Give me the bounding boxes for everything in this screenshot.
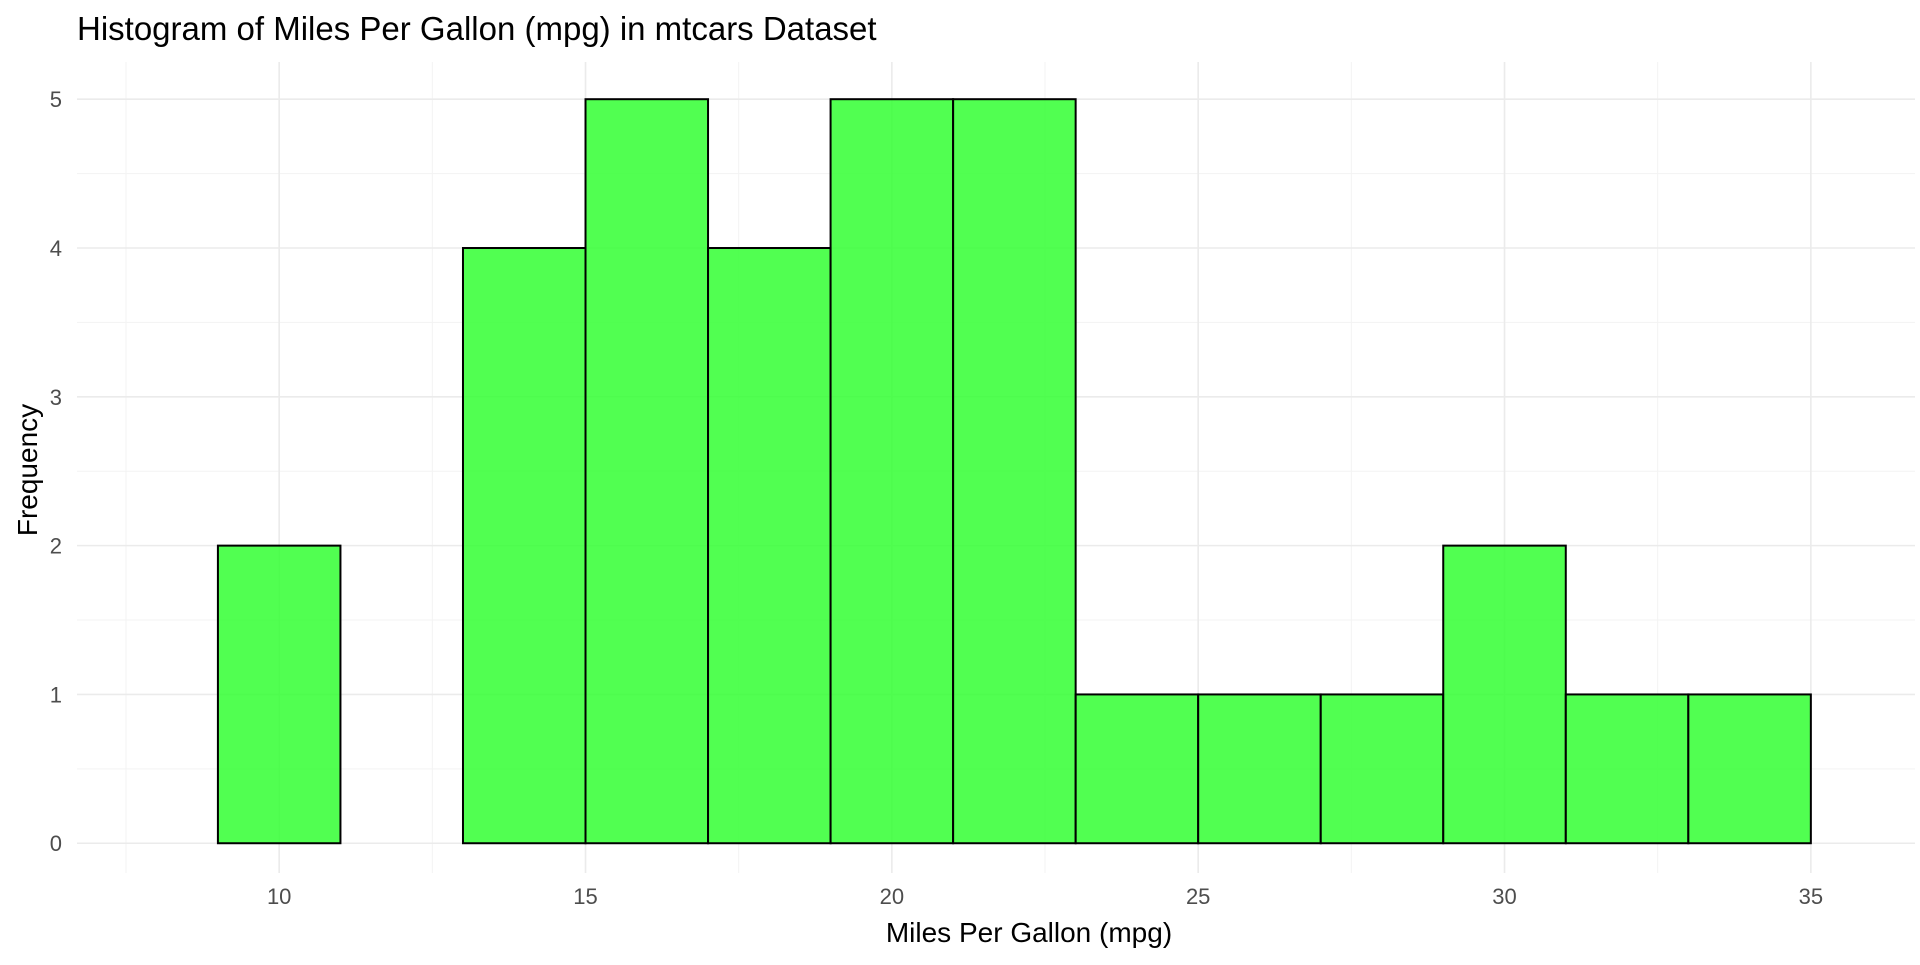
chart-title: Histogram of Miles Per Gallon (mpg) in m… (77, 10, 877, 47)
histogram-bar (1442, 544, 1567, 845)
histogram-bar (952, 98, 1077, 845)
histogram-bar (707, 247, 832, 845)
histogram-bar (1319, 693, 1445, 845)
y-tick-label: 4 (50, 236, 62, 261)
y-tick-label: 0 (50, 831, 62, 856)
histogram-bar (1197, 693, 1322, 845)
y-tick-label: 2 (50, 534, 62, 559)
histogram-bars (216, 98, 1812, 845)
x-tick-label: 15 (573, 884, 597, 909)
x-tick-label: 35 (1799, 884, 1823, 909)
y-axis-title: Frequency (12, 404, 43, 536)
x-tick-label: 20 (880, 884, 904, 909)
histogram-bar (1687, 693, 1812, 845)
histogram-bar (1564, 693, 1690, 845)
y-tick-label: 5 (50, 87, 62, 112)
histogram-bar (584, 98, 710, 845)
histogram-bar (829, 98, 955, 845)
x-tick-label: 25 (1186, 884, 1210, 909)
histogram-bar (216, 544, 342, 845)
y-tick-label: 3 (50, 385, 62, 410)
histogram-bar (1074, 693, 1200, 845)
y-tick-label: 1 (50, 682, 62, 707)
x-axis-tick-labels: 10 15 20 25 30 35 (267, 884, 1823, 909)
x-tick-label: 30 (1492, 884, 1516, 909)
x-tick-label: 10 (267, 884, 291, 909)
histogram-bar (461, 247, 587, 845)
x-axis-title: Miles Per Gallon (mpg) (886, 917, 1172, 948)
y-axis-tick-labels: 0 1 2 3 4 5 (50, 87, 62, 856)
